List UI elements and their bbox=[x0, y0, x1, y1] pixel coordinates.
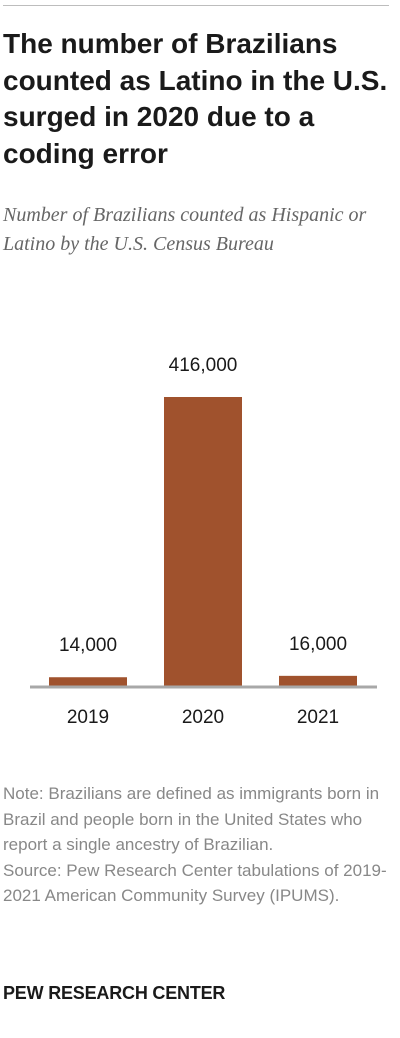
x-tick-label-2019: 2019 bbox=[67, 707, 109, 728]
x-tick-label-2021: 2021 bbox=[297, 707, 339, 728]
notes-block: Note: Brazilians are defined as immigran… bbox=[3, 781, 398, 909]
bar-chart: 14,000 416,000 16,000 2019 2020 2021 bbox=[30, 355, 377, 728]
data-label-2019: 14,000 bbox=[59, 635, 117, 656]
data-label-2021: 16,000 bbox=[289, 634, 347, 655]
x-tick-label-2020: 2020 bbox=[182, 707, 224, 728]
top-rule bbox=[3, 5, 389, 6]
note-text: Note: Brazilians are defined as immigran… bbox=[3, 784, 380, 854]
chart-title: The number of Brazilians counted as Lati… bbox=[3, 28, 388, 169]
bar-2021 bbox=[279, 675, 357, 687]
data-label-2020: 416,000 bbox=[169, 355, 238, 376]
brand-logo-text: PEW RESEARCH CENTER bbox=[3, 983, 226, 1003]
x-tick-labels-group: 2019 2020 2021 bbox=[67, 707, 339, 728]
bar-2020 bbox=[164, 397, 242, 687]
chart-subtitle: Number of Brazilians counted as Hispanic… bbox=[3, 204, 367, 255]
data-labels-group: 14,000 416,000 16,000 bbox=[59, 355, 347, 656]
source-text: Source: Pew Research Center tabulations … bbox=[3, 860, 387, 906]
bar-2019 bbox=[49, 677, 127, 687]
bars-group bbox=[49, 397, 357, 687]
